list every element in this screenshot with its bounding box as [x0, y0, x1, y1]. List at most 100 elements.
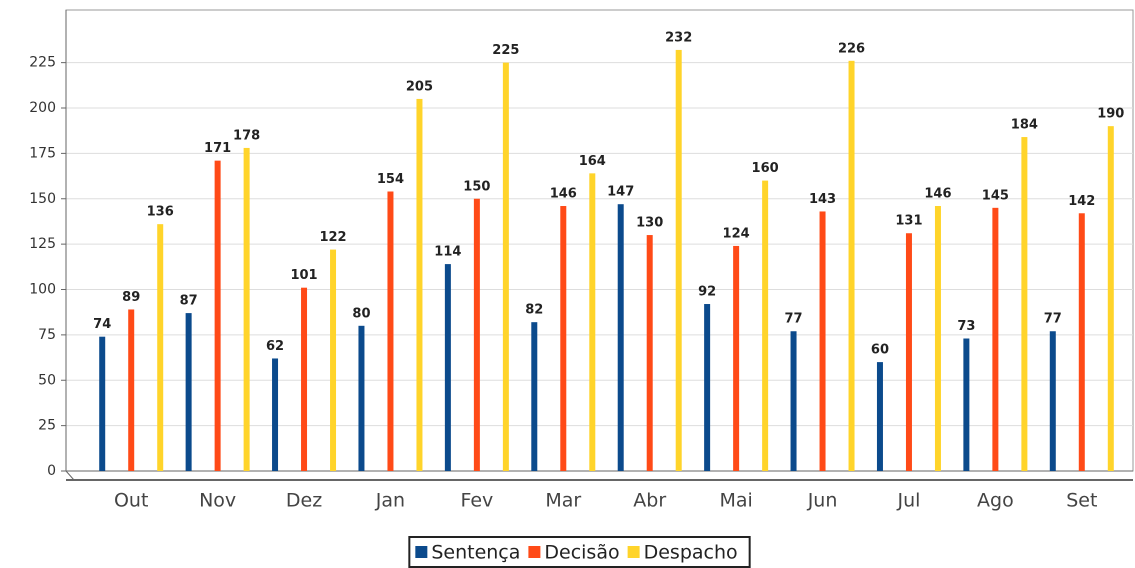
- legend-swatch: [415, 546, 428, 558]
- bar: [473, 198, 480, 471]
- value-label: 232: [665, 30, 692, 45]
- x-tick-label: Jul: [896, 490, 920, 512]
- y-tick-label: 0: [47, 463, 56, 479]
- x-tick-label: Mar: [545, 490, 581, 512]
- value-label: 114: [434, 245, 461, 260]
- bar: [502, 62, 509, 472]
- bar: [387, 191, 394, 471]
- legend-swatch: [627, 546, 640, 558]
- value-label: 60: [871, 343, 889, 358]
- bar: [790, 331, 797, 471]
- value-label: 225: [492, 43, 519, 58]
- value-label: 150: [463, 179, 490, 194]
- value-label: 73: [957, 319, 975, 334]
- legend-swatch: [528, 546, 541, 558]
- bar: [905, 233, 912, 471]
- value-label: 184: [1011, 118, 1038, 133]
- value-label: 160: [752, 161, 779, 176]
- value-label: 130: [636, 216, 663, 231]
- value-label: 82: [525, 303, 543, 318]
- x-tick-label: Ago: [977, 490, 1014, 512]
- bar: [358, 325, 365, 471]
- value-label: 164: [579, 154, 606, 169]
- bar: [185, 313, 192, 471]
- value-label: 89: [122, 290, 140, 305]
- plot-area: [65, 9, 1134, 472]
- x-tick-label: Fev: [460, 490, 493, 512]
- y-tick-label: 125: [29, 236, 56, 252]
- value-label: 143: [809, 192, 836, 207]
- y-tick-label: 200: [29, 100, 56, 116]
- value-label: 178: [233, 128, 260, 143]
- bar: [444, 264, 451, 471]
- x-tick-label: Set: [1066, 490, 1097, 512]
- bar: [99, 336, 106, 471]
- bar: [272, 358, 279, 471]
- bar: [1049, 331, 1056, 471]
- bar: [1078, 213, 1085, 472]
- value-label: 131: [895, 214, 922, 229]
- bar: [560, 206, 567, 471]
- value-label: 74: [93, 317, 111, 332]
- bar: [848, 60, 855, 471]
- x-tick-label: Jan: [375, 490, 405, 512]
- y-tick-label: 25: [38, 418, 56, 434]
- bar: [646, 235, 653, 471]
- value-label: 142: [1068, 194, 1095, 209]
- value-label: 145: [982, 188, 1009, 203]
- value-label: 147: [607, 185, 634, 200]
- x-axis-edge: [65, 470, 75, 481]
- bar: [330, 249, 337, 471]
- legend-label: Despacho: [644, 542, 738, 564]
- x-tick-label: Dez: [286, 490, 322, 512]
- bar: [876, 362, 883, 471]
- value-label: 154: [377, 172, 404, 187]
- value-label: 122: [319, 230, 346, 245]
- x-tick-label: Nov: [199, 490, 236, 512]
- bar: [704, 304, 711, 471]
- y-tick-label: 150: [29, 191, 56, 207]
- value-label: 124: [723, 226, 750, 241]
- value-label: 136: [147, 205, 174, 220]
- value-label: 205: [406, 79, 433, 94]
- bar: [416, 98, 423, 471]
- legend-label: Sentença: [431, 542, 520, 564]
- y-tick-label: 225: [29, 55, 56, 71]
- x-tick-label: Abr: [633, 490, 666, 512]
- bar: [243, 147, 250, 471]
- x-tick-label: Jun: [807, 490, 838, 512]
- value-label: 146: [550, 187, 577, 202]
- x-tick-label: Out: [114, 490, 148, 512]
- bar: [992, 207, 999, 472]
- bar: [1107, 126, 1114, 472]
- value-label: 101: [290, 268, 317, 283]
- value-label: 171: [204, 141, 231, 156]
- bar: [128, 309, 135, 471]
- value-label: 87: [180, 294, 198, 309]
- bar: [675, 49, 682, 471]
- y-tick-label: 75: [38, 327, 56, 343]
- value-label: 190: [1097, 107, 1124, 122]
- x-tick-label: Mai: [719, 490, 752, 512]
- bar: [819, 211, 826, 471]
- value-label: 226: [838, 41, 865, 56]
- bar: [1021, 137, 1028, 471]
- value-label: 92: [698, 285, 716, 300]
- bar: [762, 180, 769, 471]
- bar: [214, 160, 221, 472]
- bar: [963, 338, 970, 471]
- bar: [589, 173, 596, 472]
- value-label: 80: [352, 306, 370, 321]
- y-tick-label: 175: [29, 145, 56, 161]
- bar: [301, 287, 308, 471]
- value-label: 77: [1044, 312, 1062, 327]
- bar: [733, 245, 740, 471]
- bar: [531, 322, 538, 471]
- legend-label: Decisão: [544, 542, 619, 564]
- bar: [934, 206, 941, 471]
- bar: [157, 224, 164, 471]
- legend-box: [408, 536, 751, 568]
- value-label: 77: [784, 312, 802, 327]
- value-label: 146: [924, 187, 951, 202]
